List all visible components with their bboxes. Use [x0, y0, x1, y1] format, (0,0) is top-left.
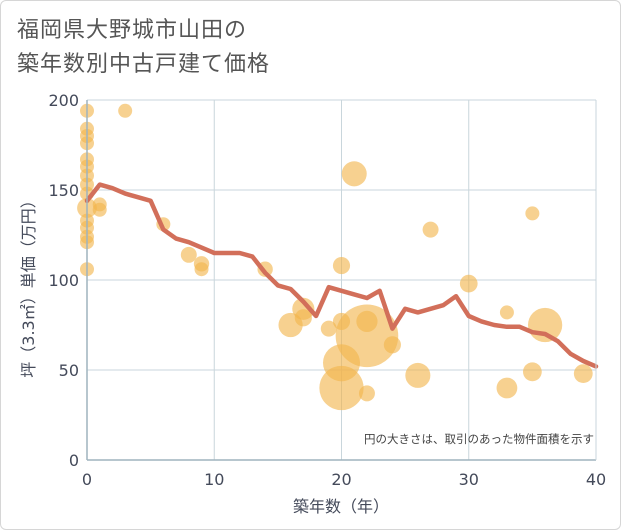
data-bubble	[522, 362, 542, 382]
y-tick-label: 0	[69, 451, 79, 470]
average-price-line	[84, 182, 599, 369]
chart-title: 福岡県大野城市山田の 築年数別中古戸建て価格	[17, 14, 270, 82]
chart-title-line1: 福岡県大野城市山田の	[17, 18, 248, 43]
data-bubble	[194, 262, 209, 277]
chart-note: 円の大きさは、取引のあった物件面積を示す	[364, 432, 594, 446]
data-bubble	[118, 103, 133, 118]
data-bubble	[92, 202, 107, 217]
data-bubble	[320, 320, 337, 337]
data-bubble	[405, 362, 431, 388]
y-tick-label: 200	[48, 91, 79, 110]
y-tick-label: 150	[48, 181, 79, 200]
x-tick-label: 10	[204, 470, 224, 489]
data-bubble	[341, 161, 367, 187]
x-tick-label: 0	[82, 470, 92, 489]
average-line-layer	[84, 182, 599, 369]
plot-frame	[86, 100, 597, 461]
x-axis-label: 築年数（年）	[293, 497, 389, 516]
data-bubble	[496, 377, 518, 399]
data-bubble	[573, 364, 593, 383]
chart-title-line2: 築年数別中古戸建て価格	[17, 52, 271, 77]
data-bubble	[383, 336, 401, 354]
y-tick-label: 100	[48, 271, 79, 290]
data-bubble	[527, 307, 563, 343]
tick-labels: 0 10 20 30 40 0 50 100 150 200	[48, 91, 606, 489]
data-bubble	[525, 206, 540, 221]
data-bubble	[499, 305, 514, 320]
data-bubble	[294, 309, 312, 327]
data-bubble	[180, 246, 197, 263]
x-tick-label: 20	[331, 470, 351, 489]
x-tick-label: 40	[586, 470, 606, 489]
data-bubble	[335, 304, 399, 368]
data-bubble	[332, 257, 351, 275]
data-bubble	[319, 365, 364, 411]
data-bubble	[358, 385, 375, 402]
data-bubble	[459, 274, 478, 293]
x-tick-label: 30	[459, 470, 479, 489]
y-tick-label: 50	[59, 361, 79, 380]
data-bubble	[422, 221, 439, 238]
bubble-layer	[77, 103, 593, 411]
y-axis-label: 坪（3.3㎡）単価（万円）	[19, 192, 38, 377]
